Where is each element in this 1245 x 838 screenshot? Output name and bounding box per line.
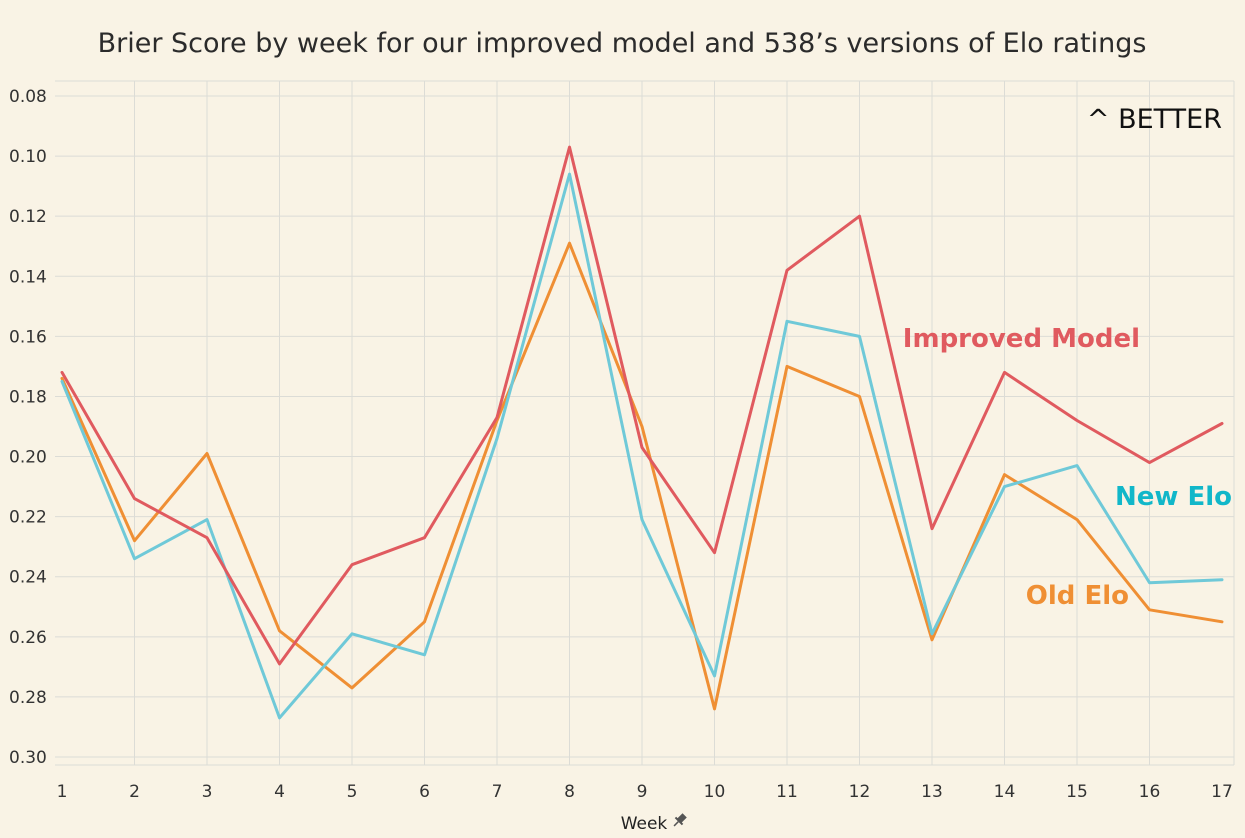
legend-label-old-elo: Old Elo [1026, 581, 1129, 611]
y-tick-label: 0.10 [9, 147, 47, 167]
y-tick-label: 0.30 [9, 748, 47, 768]
x-tick-label: 2 [129, 782, 140, 802]
better-annotation: ^ BETTER [1087, 104, 1222, 135]
chart-title: Brier Score by week for our improved mod… [98, 28, 1147, 59]
series-lines [60, 145, 1224, 720]
legend-label-new-elo: New Elo [1115, 482, 1232, 512]
x-tick-label: 14 [994, 782, 1016, 802]
pin-icon[interactable] [671, 812, 689, 830]
x-axis-title: Week [621, 814, 668, 834]
x-tick-label: 1 [57, 782, 68, 802]
series-line-improved-model [60, 145, 1224, 666]
grid [55, 80, 1235, 766]
y-tick-label: 0.16 [9, 327, 47, 347]
y-tick-label: 0.26 [9, 628, 47, 648]
y-tick-label: 0.22 [9, 508, 47, 528]
x-tick-label: 3 [202, 782, 213, 802]
x-tick-label: 8 [564, 782, 575, 802]
series-line-old-elo [60, 241, 1224, 711]
y-tick-label: 0.12 [9, 207, 47, 227]
x-tick-label: 17 [1211, 782, 1233, 802]
y-tick-label: 0.18 [9, 387, 47, 407]
x-tick-label: 6 [419, 782, 430, 802]
x-tick-label: 16 [1139, 782, 1161, 802]
y-tick-label: 0.28 [9, 688, 47, 708]
x-tick-label: 4 [274, 782, 285, 802]
legend-label-improved-model: Improved Model [903, 324, 1140, 354]
x-tick-label: 12 [849, 782, 871, 802]
x-tick-label: 11 [776, 782, 798, 802]
series-line-new-elo [60, 172, 1224, 720]
x-axis-ticks: 1 2 3 4 5 6 7 8 9 10 11 12 13 14 15 16 17 [57, 782, 1233, 802]
x-tick-label: 13 [921, 782, 943, 802]
x-tick-label: 10 [704, 782, 726, 802]
y-axis-ticks: 0.08 0.10 0.12 0.14 0.16 0.18 0.20 0.22 0.24 0.26… [9, 87, 47, 768]
y-tick-label: 0.08 [9, 87, 47, 107]
x-tick-label: 5 [347, 782, 358, 802]
y-tick-label: 0.14 [9, 267, 47, 287]
x-tick-label: 7 [492, 782, 503, 802]
y-tick-label: 0.20 [9, 448, 47, 468]
y-tick-label: 0.24 [9, 568, 47, 588]
x-tick-label: 15 [1066, 782, 1088, 802]
x-tick-label: 9 [637, 782, 648, 802]
